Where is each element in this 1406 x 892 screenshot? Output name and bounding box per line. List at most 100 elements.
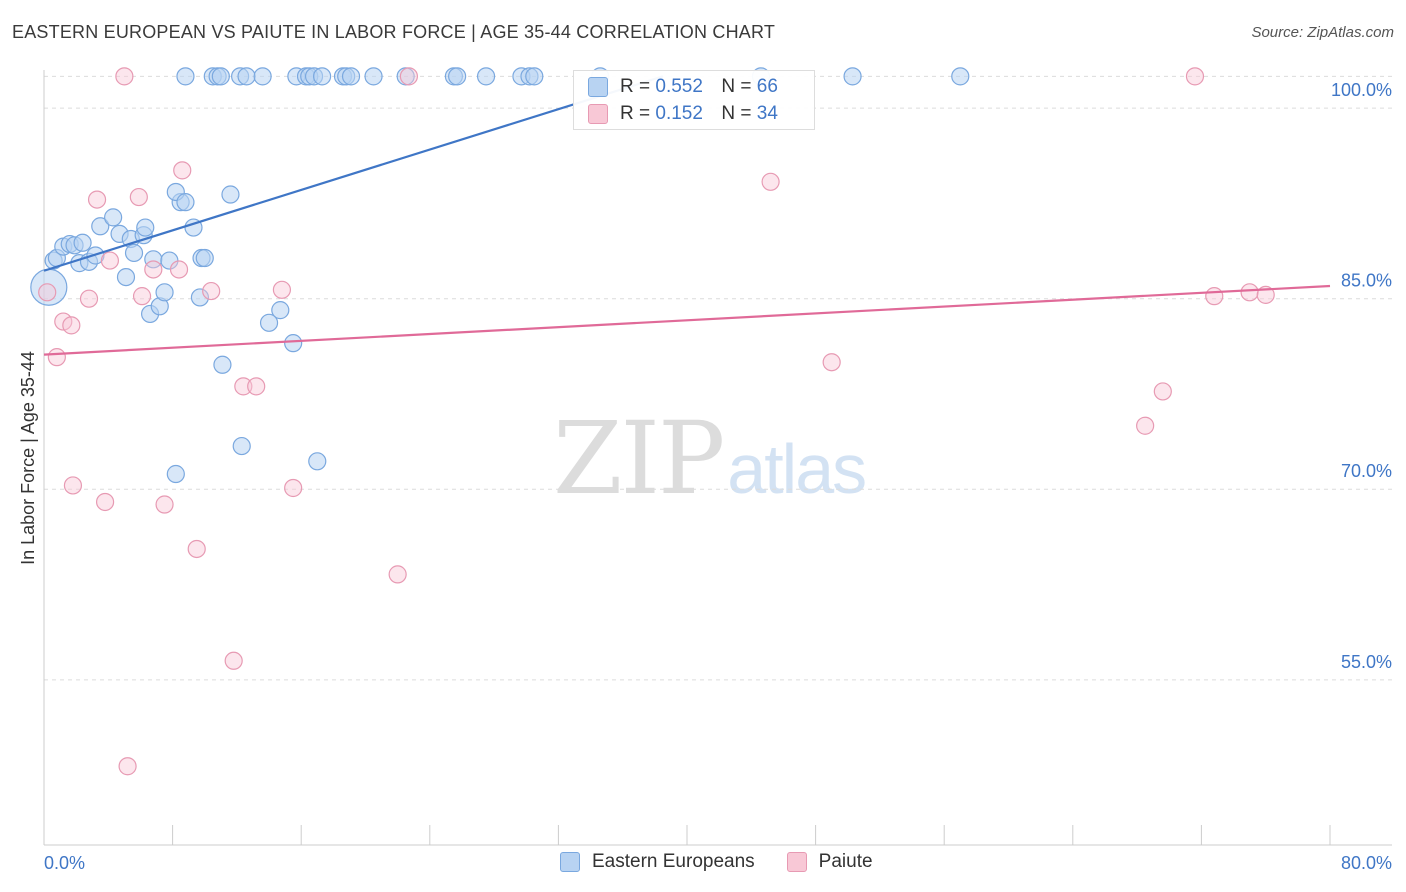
data-point [116,267,136,287]
data-point [176,67,195,86]
r-label: R = [620,103,651,124]
data-point [388,565,407,584]
data-point [271,301,290,320]
trend-lines [43,75,1331,356]
data-point [100,251,120,270]
data-point [87,190,107,209]
data-point [62,316,81,335]
trend-line [43,284,1331,356]
data-point [951,67,970,86]
data-point [448,67,467,86]
r-value: 0.152 [655,103,703,124]
legend: Eastern Europeans Paiute [560,851,905,873]
series-paiute [38,67,1275,776]
data-point [63,476,83,495]
data-point [843,67,862,86]
data-point [1205,287,1224,306]
r-value: 0.552 [655,76,703,97]
data-point [187,539,206,559]
data-point [91,217,110,236]
source-label: Source: ZipAtlas.com [1251,24,1394,41]
watermark: ZIPatlas [553,400,867,517]
data-point [525,67,544,86]
n-value: 34 [756,103,778,124]
data-point [190,288,210,307]
legend-item-paiute[interactable]: Paiute [786,851,873,873]
data-point [73,233,92,252]
data-point [341,67,361,86]
data-point [237,67,256,86]
data-point [132,287,152,306]
legend-label: Eastern Europeans [592,851,755,872]
data-point [211,67,230,86]
data-point [173,161,192,180]
axis-labels: 55.0% 70.0% 85.0% 100.0% 0.0% 80.0% In Labor F… [18,80,1392,873]
data-point [761,172,780,191]
data-point [253,67,272,86]
data-point [259,313,279,332]
data-point [115,67,134,86]
legend-label: Paiute [818,851,873,872]
x-tick-label: 80.0% [1341,853,1392,873]
data-point [202,281,221,301]
series-eastern-europeans [30,67,970,484]
data-point [195,248,214,268]
data-point [166,464,185,484]
y-tick-label: 100.0% [1331,80,1392,100]
data-point [79,289,99,308]
data-point [104,208,123,227]
x-tick-label: 0.0% [44,853,85,873]
data-point [234,377,253,396]
data-point [118,757,137,776]
data-point [38,283,57,302]
data-point [232,436,251,456]
y-axis-title: In Labor Force | Age 35-44 [18,351,38,565]
data-point [476,67,496,86]
data-point [822,353,841,372]
data-point [129,187,148,207]
data-point [364,67,383,86]
y-tick-label: 55.0% [1341,652,1392,672]
data-point [224,651,243,670]
n-value: 66 [756,76,778,97]
data-point [247,377,266,396]
data-point [213,355,232,374]
data-point [284,334,303,353]
data-point [144,260,163,279]
data-point [221,185,240,204]
data-point [47,348,66,367]
axes [43,70,1392,846]
stats-box: R = 0.552 N = 66 R = 0.152 N = 34 [573,70,815,130]
data-point [124,243,144,263]
y-tick-label: 85.0% [1341,271,1392,291]
stats-row-eastern-europeans: R = 0.552 N = 66 [588,74,778,100]
data-point [272,280,292,299]
stats-swatch-pink [588,104,608,124]
chart-title: EASTERN EUROPEAN VS PAIUTE IN LABOR FORC… [12,22,776,42]
data-point [1240,283,1259,302]
data-point [95,492,115,512]
legend-swatch-blue [560,852,580,872]
data-point [176,193,195,212]
data-point [284,478,303,498]
data-point [312,67,332,86]
data-point [399,67,419,86]
legend-item-eastern-europeans[interactable]: Eastern Europeans [560,851,755,873]
watermark-atlas: atlas [727,430,867,508]
y-tick-label: 70.0% [1341,461,1392,481]
stats-row-paiute: R = 0.152 N = 34 [588,101,778,127]
data-point [1185,67,1205,86]
data-point [169,260,189,279]
data-point [155,495,174,514]
data-point [308,452,327,471]
r-label: R = [620,76,651,97]
data-point [1136,416,1155,435]
data-point [136,218,155,237]
n-label: N = [721,103,752,124]
n-label: N = [721,76,752,97]
legend-swatch-pink [786,852,807,872]
data-point [1153,382,1172,401]
stats-swatch-blue [588,77,608,97]
watermark-zip: ZIP [553,400,725,517]
